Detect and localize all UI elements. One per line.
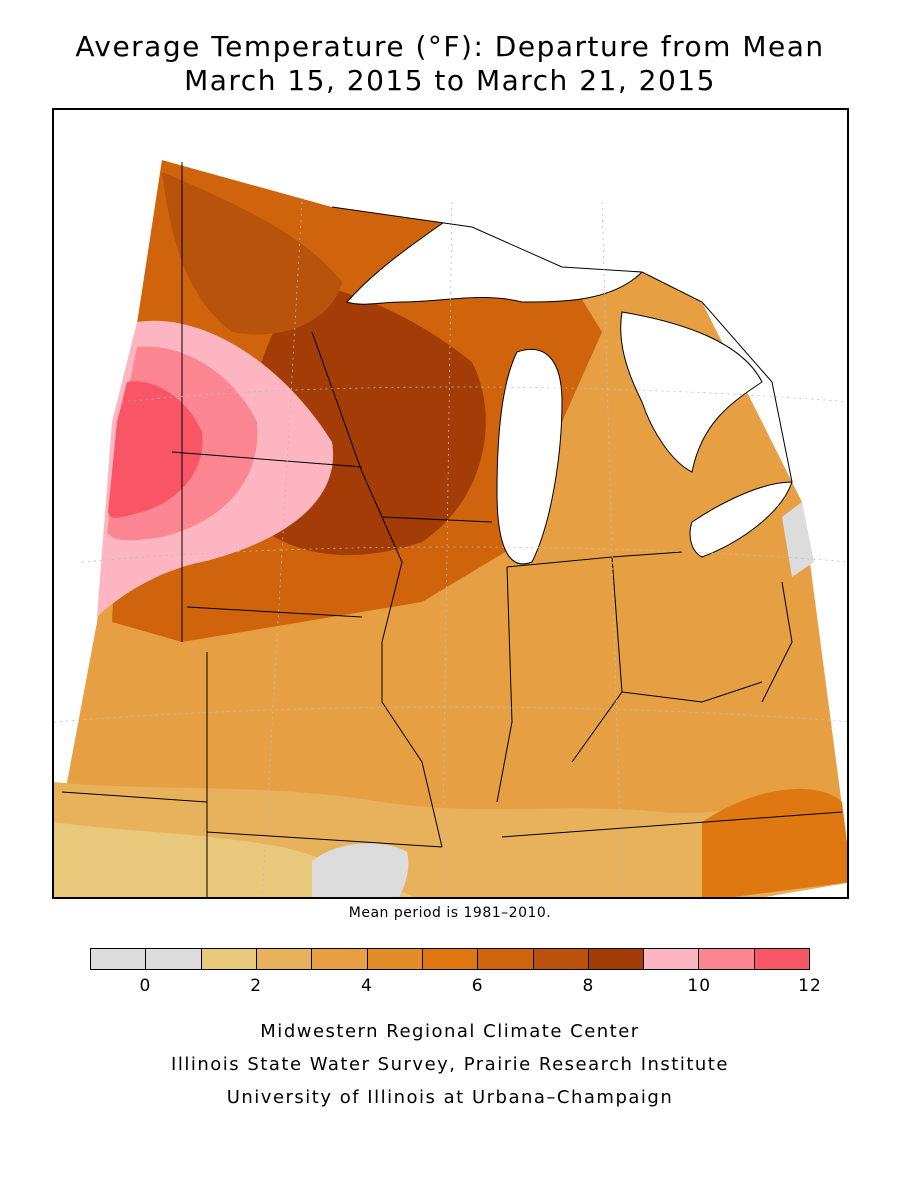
legend-swatch: [312, 949, 368, 969]
legend-swatch: [588, 949, 645, 969]
color-scale-legend: [90, 948, 810, 970]
legend-tick-label: 4: [361, 976, 373, 996]
map-date-range: March 15, 2015 to March 21, 2015: [184, 64, 716, 97]
lake-michigan: [496, 349, 563, 565]
lake-huron: [620, 311, 763, 473]
contour-gray-east: [782, 502, 814, 577]
legend-swatch: [478, 949, 534, 969]
legend-swatch: [754, 949, 810, 969]
credit-line-1: Midwestern Regional Climate Center: [260, 1021, 640, 1042]
credit-line-3: University of Illinois at Urbana–Champai…: [226, 1087, 674, 1108]
contour-brown-north: [162, 172, 342, 335]
legend-swatch: [367, 949, 423, 969]
contour-red-12: [108, 381, 203, 518]
mean-period-note: Mean period is 1981–2010.: [348, 905, 552, 921]
legend-tick-label: 0: [139, 976, 152, 996]
contour-orange-southeast: [702, 788, 847, 897]
graticule: [54, 201, 847, 897]
temperature-departure-map: [54, 110, 847, 897]
lake-erie: [689, 481, 793, 558]
legend-tick-label: 10: [687, 976, 712, 996]
legend-swatch: [422, 949, 479, 969]
state-boundaries: [61, 162, 843, 897]
map-title: Average Temperature (°F): Departure from…: [75, 30, 825, 63]
legend-swatch: [146, 949, 202, 969]
canada-area: [54, 110, 847, 502]
legend-swatch: [91, 949, 147, 969]
legend-swatch: [256, 949, 313, 969]
map-panel: [52, 108, 849, 899]
legend-tick-label: 6: [471, 976, 484, 996]
legend-swatch: [699, 949, 755, 969]
legend-tick-label: 2: [250, 976, 263, 996]
legend-tick-label: 12: [798, 976, 822, 996]
legend-tick-label: 8: [582, 976, 595, 996]
legend-swatch: [533, 949, 589, 969]
canada-shoreline: [331, 206, 793, 483]
legend-swatch: [201, 949, 257, 969]
credit-line-2: Illinois State Water Survey, Prairie Res…: [171, 1054, 729, 1075]
contour-gray-missouri: [312, 843, 409, 897]
legend-swatch: [644, 949, 700, 969]
